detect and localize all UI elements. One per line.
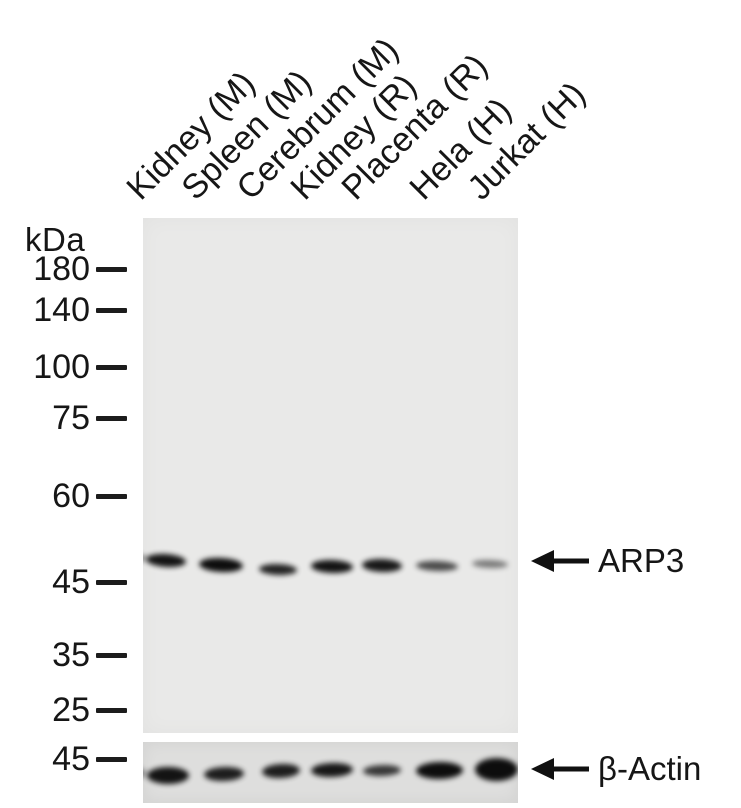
mw-tick-mark bbox=[96, 708, 127, 713]
mw-marker-25: 25 bbox=[24, 692, 128, 728]
mw-value: 25 bbox=[52, 691, 90, 729]
band-target-lane-5 bbox=[361, 557, 403, 573]
band-label-arp3: ARP3 bbox=[598, 542, 685, 579]
mw-value: 45 bbox=[52, 740, 90, 778]
mw-tick-mark bbox=[96, 267, 127, 272]
mw-marker-100: 100 bbox=[24, 349, 128, 385]
mw-marker-45: 45 bbox=[24, 564, 128, 600]
left-arrow-icon bbox=[531, 758, 589, 780]
band-loading_control-lane-5 bbox=[362, 763, 402, 777]
left-arrow-icon bbox=[531, 550, 589, 572]
mw-tick-mark bbox=[96, 653, 127, 658]
mw-tick-mark bbox=[96, 580, 127, 585]
band-target-lane-2 bbox=[198, 556, 244, 574]
band-target-lane-3 bbox=[258, 562, 298, 576]
band-loading_control-lane-2 bbox=[203, 766, 245, 782]
mw-marker-45: 45 bbox=[24, 741, 128, 777]
band-loading_control-lane-7 bbox=[474, 757, 518, 781]
edge-smudge-loading_control bbox=[143, 768, 146, 778]
mw-marker-35: 35 bbox=[24, 637, 128, 673]
mw-tick-mark bbox=[96, 416, 127, 421]
mw-value: 100 bbox=[33, 348, 90, 386]
band-loading_control-lane-3 bbox=[261, 763, 301, 779]
mw-tick-mark bbox=[96, 757, 127, 762]
mw-marker-180: 180 bbox=[24, 251, 128, 287]
blot-panel-target bbox=[143, 218, 518, 733]
edge-smudge-target bbox=[143, 554, 147, 562]
band-target-lane-1 bbox=[145, 552, 187, 568]
annotation-arp3: ARP3 bbox=[531, 541, 684, 581]
mw-value: 60 bbox=[52, 477, 90, 515]
mw-value: 140 bbox=[33, 291, 90, 329]
blot-panel-loading-control bbox=[143, 742, 518, 803]
mw-tick-mark bbox=[96, 308, 127, 313]
mw-value: 35 bbox=[52, 636, 90, 674]
band-loading_control-lane-1 bbox=[147, 766, 189, 784]
mw-unit-label: kDa bbox=[25, 221, 86, 258]
annotation-beta-actin: β-Actin bbox=[531, 749, 701, 789]
band-label-beta-actin: β-Actin bbox=[598, 750, 702, 787]
mw-tick-mark bbox=[96, 365, 127, 370]
mw-value: 45 bbox=[52, 563, 90, 601]
band-loading_control-lane-6 bbox=[415, 761, 463, 779]
mw-value: 75 bbox=[52, 399, 90, 437]
band-target-lane-4 bbox=[310, 558, 354, 574]
mw-marker-75: 75 bbox=[24, 400, 128, 436]
band-target-lane-7 bbox=[471, 559, 509, 569]
band-target-lane-6 bbox=[415, 560, 459, 572]
mw-tick-mark bbox=[96, 494, 127, 499]
mw-marker-60: 60 bbox=[24, 478, 128, 514]
mw-marker-140: 140 bbox=[24, 292, 128, 328]
mw-value: 180 bbox=[33, 250, 90, 288]
band-loading_control-lane-4 bbox=[310, 762, 354, 778]
